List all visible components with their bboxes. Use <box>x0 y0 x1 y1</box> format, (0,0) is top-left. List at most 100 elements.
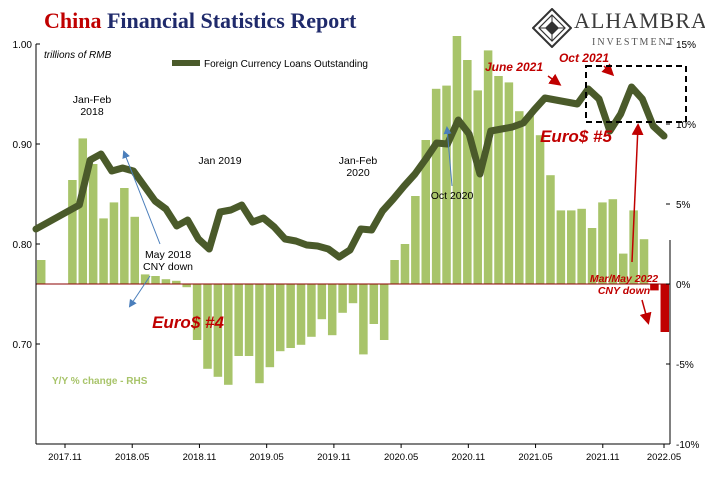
line-layer: Foreign Currency Loans Outstanding Y/Y % … <box>32 59 668 387</box>
yoy-bar <box>296 284 306 345</box>
logo-diamond-icon <box>532 8 572 48</box>
arrow-oct2021 <box>601 63 615 77</box>
yoy-bar <box>379 284 389 340</box>
annotation-may-2018-line: CNY down <box>143 261 193 273</box>
annotation-janfeb-2018-line: 2018 <box>80 106 104 118</box>
annotation-june-2021-line: June 2021 <box>485 60 543 74</box>
annotation-mar-may-2022-line: Mar/May 2022 <box>590 273 658 285</box>
x-tick-label: 2020.05 <box>384 452 418 463</box>
annotation-mar-may-2022: Mar/May 2022 CNY down <box>590 273 658 297</box>
yoy-bar <box>192 284 202 340</box>
arrow-may2018-down <box>128 275 151 308</box>
left-tick-label: 0.70 <box>13 340 33 351</box>
yoy-bar <box>120 188 129 284</box>
left-tick-label: 0.90 <box>13 140 33 151</box>
yoy-bar <box>473 90 482 285</box>
arrow-june2021 <box>547 73 562 86</box>
yoy-bar <box>494 76 503 284</box>
yoy-bar <box>151 276 160 284</box>
yoy-bar <box>88 164 98 284</box>
euro5-dashed-box <box>585 65 687 123</box>
yoy-bar <box>411 196 420 284</box>
yoy-bar <box>525 116 534 284</box>
logo-name: ALHAMBRA <box>574 8 705 33</box>
yoy-bar <box>68 180 77 284</box>
page-title: China Financial Statistics Report <box>44 8 356 34</box>
annotation-oct-2020-line: Oct 2020 <box>431 190 474 202</box>
left-axis-label: trillions of RMB <box>44 50 112 61</box>
annotation-oct-2021: Oct 2021 <box>559 51 609 65</box>
left-tick-label: 1.00 <box>13 40 33 51</box>
annotation-euro5: Euro$ #5 <box>540 127 612 146</box>
yoy-bar <box>224 284 233 385</box>
yoy-bar <box>275 284 285 352</box>
alhambra-logo: ALHAMBRA INVESTMENT <box>530 6 705 52</box>
x-tick-label: 2021.05 <box>518 452 552 463</box>
x-tick-label: 2020.11 <box>452 452 486 463</box>
legend-bar-label: Y/Y % change - RHS <box>52 376 148 387</box>
yoy-bar <box>598 202 607 284</box>
yoy-bar <box>99 218 108 284</box>
right-tick-label: -5% <box>676 360 694 371</box>
yoy-bar <box>286 284 295 348</box>
legend-line-label: Foreign Currency Loans Outstanding <box>204 59 368 70</box>
annotation-janfeb-2020: Jan-Feb 2020 <box>339 155 378 179</box>
title-china: China <box>44 8 102 33</box>
yoy-bar <box>213 284 223 377</box>
yoy-bar <box>608 199 618 284</box>
yoy-bar <box>504 82 514 285</box>
yoy-bar <box>161 279 171 284</box>
yoy-bar <box>463 60 472 284</box>
yoy-bar <box>577 208 586 284</box>
yoy-bar <box>182 284 191 288</box>
yoy-bar <box>338 284 347 313</box>
yoy-bar <box>130 216 139 284</box>
yoy-bar <box>535 135 545 284</box>
x-tick-label: 2019.11 <box>317 452 351 463</box>
yoy-bar <box>660 284 670 332</box>
x-tick-label: 2021.11 <box>586 452 620 463</box>
annotation-euro5-line: Euro$ #5 <box>540 127 612 146</box>
annotation-june-2021: June 2021 <box>485 60 543 74</box>
annotation-janfeb-2018-line: Jan-Feb <box>73 94 112 106</box>
annotation-euro4-line: Euro$ #4 <box>152 313 224 332</box>
x-tick-label: 2018.11 <box>183 452 217 463</box>
yoy-bar <box>431 88 441 284</box>
arrow-may2018-up <box>122 150 161 245</box>
axes-layer: 1.00 0.90 0.80 0.70 trillions of RMB 15% 10% 5%… <box>13 40 700 463</box>
yoy-bar <box>255 284 264 384</box>
annotation-jan-2019: Jan 2019 <box>198 155 241 167</box>
x-tick-label: 2022.05 <box>647 452 681 463</box>
x-tick-label: 2017.11 <box>48 452 82 463</box>
title-rest: Financial Statistics Report <box>106 8 357 33</box>
yoy-bar <box>421 140 431 284</box>
yoy-bar <box>618 253 628 284</box>
right-tick-label: 5% <box>676 200 691 211</box>
arrow-oct2020 <box>443 126 453 187</box>
yoy-bar <box>36 260 46 284</box>
annotation-euro4: Euro$ #4 <box>152 313 224 332</box>
yoy-bar <box>369 284 379 324</box>
annotation-janfeb-2020-line: 2020 <box>346 167 370 179</box>
annotation-janfeb-2018: Jan-Feb 2018 <box>73 94 112 118</box>
yoy-bar <box>556 210 566 284</box>
yoy-bar <box>629 210 638 284</box>
annotation-oct-2020: Oct 2020 <box>431 190 474 202</box>
arrow-2022-up <box>631 123 644 263</box>
annotation-janfeb-2020-line: Jan-Feb <box>339 155 378 167</box>
yoy-bar <box>244 284 254 356</box>
annotation-mar-may-2022-line: CNY down <box>598 285 650 297</box>
yoy-bar <box>639 239 649 284</box>
yoy-bar <box>140 274 150 284</box>
yoy-bar <box>452 36 462 284</box>
annotation-jan-2019-line: Jan 2019 <box>198 155 241 167</box>
yoy-bar <box>265 284 275 368</box>
yoy-bar <box>172 280 181 284</box>
yoy-bar <box>307 284 316 337</box>
yoy-bar <box>390 260 399 284</box>
yoy-bar <box>348 284 358 304</box>
left-tick-label: 0.80 <box>13 240 33 251</box>
